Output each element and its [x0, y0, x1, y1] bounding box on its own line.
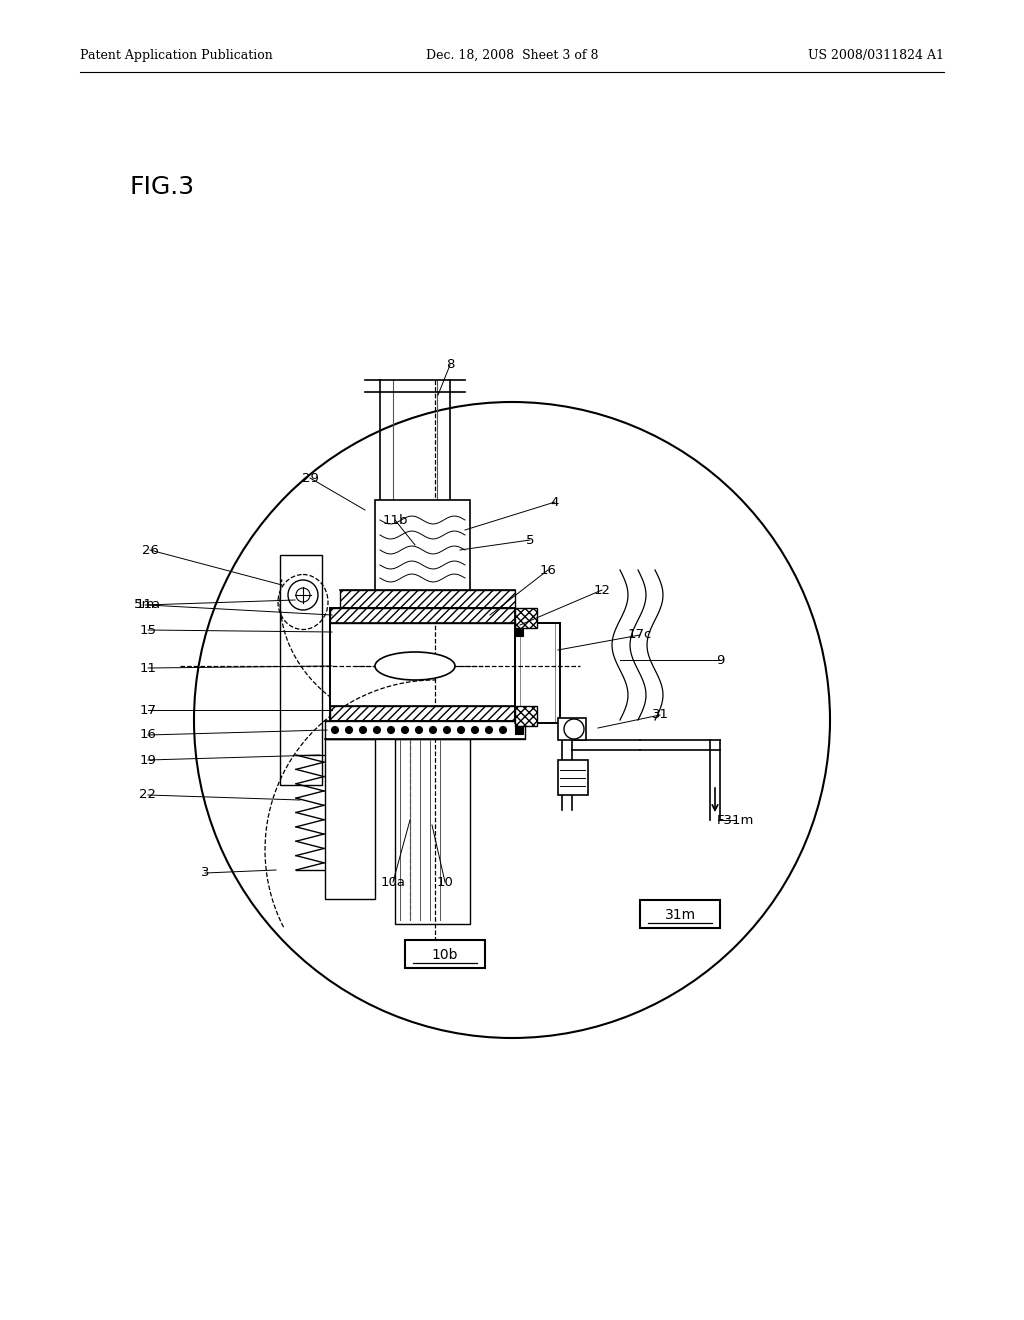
Bar — [375, 500, 470, 595]
Circle shape — [374, 726, 381, 734]
Text: 11: 11 — [139, 661, 157, 675]
Circle shape — [443, 726, 451, 734]
Text: 31m: 31m — [665, 908, 695, 921]
Text: 17: 17 — [139, 704, 157, 717]
Text: 3: 3 — [201, 866, 209, 879]
Bar — [406, 940, 485, 968]
Text: 5: 5 — [525, 533, 535, 546]
Bar — [395, 739, 470, 924]
Ellipse shape — [375, 652, 455, 680]
Text: FIG.3: FIG.3 — [130, 176, 196, 199]
Text: Dec. 18, 2008  Sheet 3 of 8: Dec. 18, 2008 Sheet 3 of 8 — [426, 49, 598, 62]
Text: 16: 16 — [139, 729, 157, 742]
Text: 11b: 11b — [382, 513, 408, 527]
Text: 10a: 10a — [381, 875, 406, 888]
Bar — [330, 609, 515, 623]
Circle shape — [485, 726, 493, 734]
Text: 10: 10 — [436, 875, 454, 888]
Circle shape — [429, 726, 436, 734]
Text: 9: 9 — [716, 653, 724, 667]
Circle shape — [458, 726, 465, 734]
Circle shape — [288, 579, 318, 610]
Text: 10b: 10b — [432, 948, 459, 962]
Circle shape — [401, 726, 409, 734]
Bar — [325, 721, 525, 739]
Text: 17c: 17c — [628, 628, 652, 642]
Text: 29: 29 — [301, 471, 318, 484]
Circle shape — [332, 726, 339, 734]
Circle shape — [500, 726, 507, 734]
Bar — [558, 718, 586, 741]
Text: 8: 8 — [445, 359, 455, 371]
Circle shape — [387, 726, 394, 734]
Bar — [330, 706, 515, 721]
Bar — [558, 760, 588, 795]
Circle shape — [471, 726, 478, 734]
Text: 5m: 5m — [134, 598, 156, 611]
Circle shape — [359, 726, 367, 734]
Bar — [280, 554, 322, 785]
Bar — [515, 609, 537, 628]
Circle shape — [296, 587, 310, 602]
Circle shape — [345, 726, 352, 734]
Circle shape — [564, 719, 584, 739]
Text: US 2008/0311824 A1: US 2008/0311824 A1 — [808, 49, 944, 62]
Text: 4: 4 — [551, 495, 559, 508]
Bar — [515, 628, 523, 636]
Text: 22: 22 — [139, 788, 157, 801]
Text: Patent Application Publication: Patent Application Publication — [80, 49, 272, 62]
Bar — [325, 739, 375, 899]
Text: 11a: 11a — [135, 598, 161, 611]
Text: 12: 12 — [594, 583, 610, 597]
Text: 19: 19 — [139, 754, 157, 767]
Text: F31m: F31m — [717, 813, 754, 826]
Bar — [515, 706, 537, 726]
Bar — [515, 623, 560, 723]
Text: 15: 15 — [139, 623, 157, 636]
Bar — [515, 726, 523, 734]
Bar — [340, 590, 515, 609]
Circle shape — [416, 726, 423, 734]
Bar — [330, 609, 515, 721]
Text: 31: 31 — [651, 709, 669, 722]
Text: 26: 26 — [141, 544, 159, 557]
Text: 16: 16 — [540, 564, 556, 577]
Ellipse shape — [194, 403, 830, 1038]
Bar — [640, 900, 720, 928]
